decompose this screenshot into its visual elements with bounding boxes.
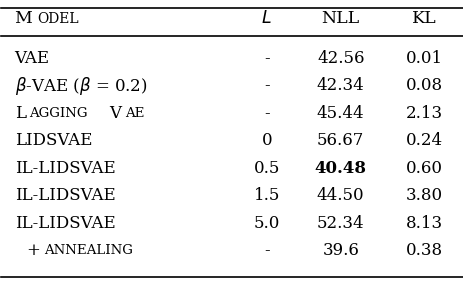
Text: 42.56: 42.56 bbox=[316, 50, 363, 67]
Text: L: L bbox=[14, 105, 25, 122]
Text: 8.13: 8.13 bbox=[405, 215, 442, 232]
Text: $\beta$-VAE ($\beta$ = 0.2): $\beta$-VAE ($\beta$ = 0.2) bbox=[14, 75, 147, 97]
Text: IL-LIDSVAE: IL-LIDSVAE bbox=[14, 187, 115, 204]
Text: 5.0: 5.0 bbox=[253, 215, 279, 232]
Text: $L$: $L$ bbox=[261, 10, 271, 27]
Text: AGGING: AGGING bbox=[29, 107, 87, 120]
Text: 0.08: 0.08 bbox=[405, 77, 442, 94]
Text: ODEL: ODEL bbox=[38, 12, 79, 26]
Text: 42.34: 42.34 bbox=[316, 77, 364, 94]
Text: LIDSVAE: LIDSVAE bbox=[14, 132, 92, 149]
Text: VAE: VAE bbox=[14, 50, 50, 67]
Text: -: - bbox=[263, 105, 269, 122]
Text: 0.01: 0.01 bbox=[405, 50, 442, 67]
Text: KL: KL bbox=[411, 10, 435, 27]
Text: ANNEALING: ANNEALING bbox=[44, 244, 132, 257]
Text: V: V bbox=[109, 105, 121, 122]
Text: 1.5: 1.5 bbox=[253, 187, 279, 204]
Text: IL-LIDSVAE: IL-LIDSVAE bbox=[14, 160, 115, 177]
Text: AE: AE bbox=[125, 107, 144, 120]
Text: 2.13: 2.13 bbox=[405, 105, 442, 122]
Text: 0.60: 0.60 bbox=[405, 160, 442, 177]
Text: 56.67: 56.67 bbox=[316, 132, 363, 149]
Text: +: + bbox=[26, 242, 40, 259]
Text: -: - bbox=[263, 242, 269, 259]
Text: 44.50: 44.50 bbox=[316, 187, 364, 204]
Text: -: - bbox=[263, 77, 269, 94]
Text: IL-LIDSVAE: IL-LIDSVAE bbox=[14, 215, 115, 232]
Text: 0.24: 0.24 bbox=[405, 132, 442, 149]
Text: 40.48: 40.48 bbox=[314, 160, 366, 177]
Text: 52.34: 52.34 bbox=[316, 215, 364, 232]
Text: 45.44: 45.44 bbox=[316, 105, 364, 122]
Text: -: - bbox=[263, 50, 269, 67]
Text: 0.38: 0.38 bbox=[405, 242, 442, 259]
Text: 39.6: 39.6 bbox=[322, 242, 358, 259]
Text: M: M bbox=[14, 10, 32, 27]
Text: 0: 0 bbox=[261, 132, 271, 149]
Text: NLL: NLL bbox=[321, 10, 359, 27]
Text: 3.80: 3.80 bbox=[405, 187, 442, 204]
Text: 0.5: 0.5 bbox=[253, 160, 279, 177]
